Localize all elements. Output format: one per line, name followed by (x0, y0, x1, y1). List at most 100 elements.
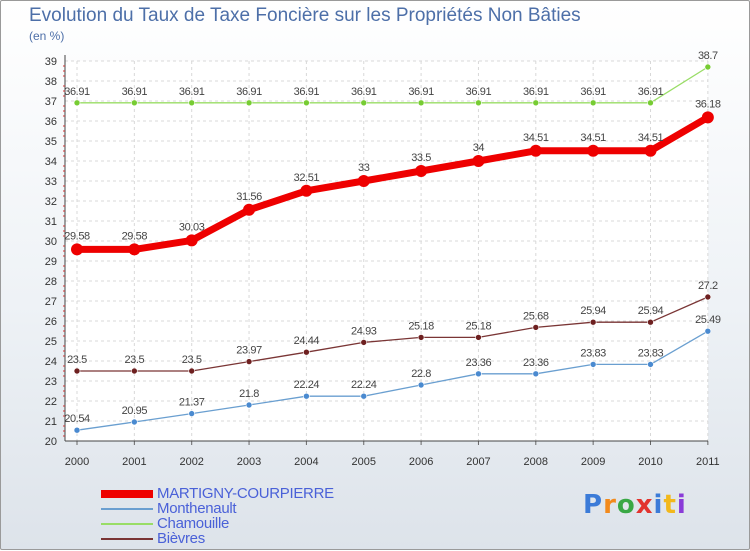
y-tick-label: 32 (45, 196, 57, 208)
y-tick-label: 28 (45, 276, 57, 288)
data-label: 29.58 (122, 230, 148, 242)
legend-swatch (101, 523, 153, 525)
data-label: 25.18 (466, 320, 492, 332)
y-tick-label: 23 (45, 376, 57, 388)
plot-area (65, 61, 708, 441)
x-tick-label: 2008 (524, 456, 548, 468)
y-tick-label: 39 (45, 56, 57, 68)
data-point (73, 99, 81, 107)
x-tick-label: 2007 (466, 456, 490, 468)
data-label: 33.5 (411, 152, 431, 164)
y-tick-label: 29 (45, 256, 57, 268)
data-label: 23.36 (466, 357, 492, 369)
data-label: 34.51 (580, 132, 606, 144)
data-label: 34.51 (523, 132, 549, 144)
data-point (417, 334, 425, 341)
data-point (415, 165, 428, 177)
data-point (475, 99, 482, 107)
data-point (188, 410, 195, 417)
data-point (360, 392, 368, 400)
data-point (472, 155, 485, 167)
data-labels: 23.5 23.5 23.5 23.97 24.44 24.93 25.18 25.18 25.… (64, 50, 721, 425)
data-point (704, 63, 712, 71)
data-point (417, 381, 425, 389)
y-tick-label: 27 (45, 296, 57, 308)
data-point (128, 243, 141, 256)
data-label: 36.91 (64, 86, 90, 98)
data-point (704, 327, 712, 335)
data-point (71, 243, 83, 256)
data-point (704, 293, 712, 301)
logo-letter: i (676, 490, 687, 520)
y-tick-label: 37 (45, 96, 57, 108)
series-line-2 (76, 66, 709, 104)
data-point (532, 370, 540, 378)
data-point (647, 318, 654, 326)
logo-letter: t (663, 490, 677, 520)
series-line-3 (76, 296, 709, 372)
data-label: 36.91 (638, 86, 664, 98)
data-point (357, 175, 370, 187)
x-tick-label: 2001 (122, 456, 146, 468)
y-tick-label: 24 (45, 356, 57, 368)
data-label: 36.91 (580, 86, 606, 98)
data-point (131, 99, 138, 107)
data-label: 36.91 (122, 86, 148, 98)
x-tick-label: 2010 (638, 456, 662, 468)
data-point (475, 370, 482, 378)
data-label: 29.58 (64, 230, 90, 242)
x-tick-label: 2005 (352, 456, 376, 468)
data-label: 23.83 (580, 347, 606, 359)
data-label: 36.18 (695, 98, 721, 110)
x-tick-label: 2011 (696, 456, 720, 468)
data-point (360, 339, 368, 346)
data-point (532, 99, 540, 107)
data-label: 23.5 (182, 354, 202, 366)
data-point (243, 203, 256, 216)
legend-swatch (101, 490, 153, 498)
data-label: 24.93 (351, 325, 377, 337)
x-tick-label: 2003 (237, 456, 261, 468)
data-label: 34.51 (638, 132, 664, 144)
series-line-1 (76, 330, 709, 431)
x-tick-label: 2004 (294, 456, 318, 468)
legend-swatch (101, 538, 153, 540)
data-point (73, 426, 81, 434)
data-point (417, 99, 425, 107)
data-label: 23.97 (236, 345, 262, 357)
data-label: 25.94 (638, 305, 664, 317)
y-tick-label: 31 (45, 216, 57, 228)
y-tick-label: 20 (45, 436, 57, 448)
chart-title: Evolution du Taux de Taxe Foncière sur l… (29, 5, 581, 26)
series-lines (71, 63, 714, 434)
legend-label: MARTIGNY-COURPIERRE (157, 485, 334, 502)
x-tick-label: 2006 (409, 456, 433, 468)
data-label: 36.91 (236, 86, 262, 98)
x-tick-label: 2009 (581, 456, 605, 468)
data-point (131, 367, 138, 375)
data-point (701, 111, 714, 124)
data-label: 36.91 (179, 86, 205, 98)
y-tick-label: 38 (45, 76, 57, 88)
data-point (475, 334, 482, 341)
data-point (587, 144, 600, 157)
series-line-0 (73, 113, 712, 253)
data-label: 36.91 (466, 86, 492, 98)
data-point (300, 184, 313, 197)
x-tick-label: 2000 (65, 456, 89, 468)
data-point (647, 99, 654, 107)
data-label: 22.8 (411, 368, 431, 380)
data-label: 20.54 (64, 413, 90, 425)
legend-swatch (101, 508, 153, 510)
data-point (532, 324, 540, 331)
data-point (188, 367, 195, 375)
x-tick-label: 2002 (179, 456, 203, 468)
data-label: 33 (358, 162, 370, 174)
y-tick-label: 34 (45, 156, 57, 168)
data-label: 25.68 (523, 310, 549, 322)
data-label: 36.91 (523, 86, 549, 98)
y-tick-label: 25 (45, 336, 57, 348)
y-tick-label: 22 (45, 396, 57, 408)
